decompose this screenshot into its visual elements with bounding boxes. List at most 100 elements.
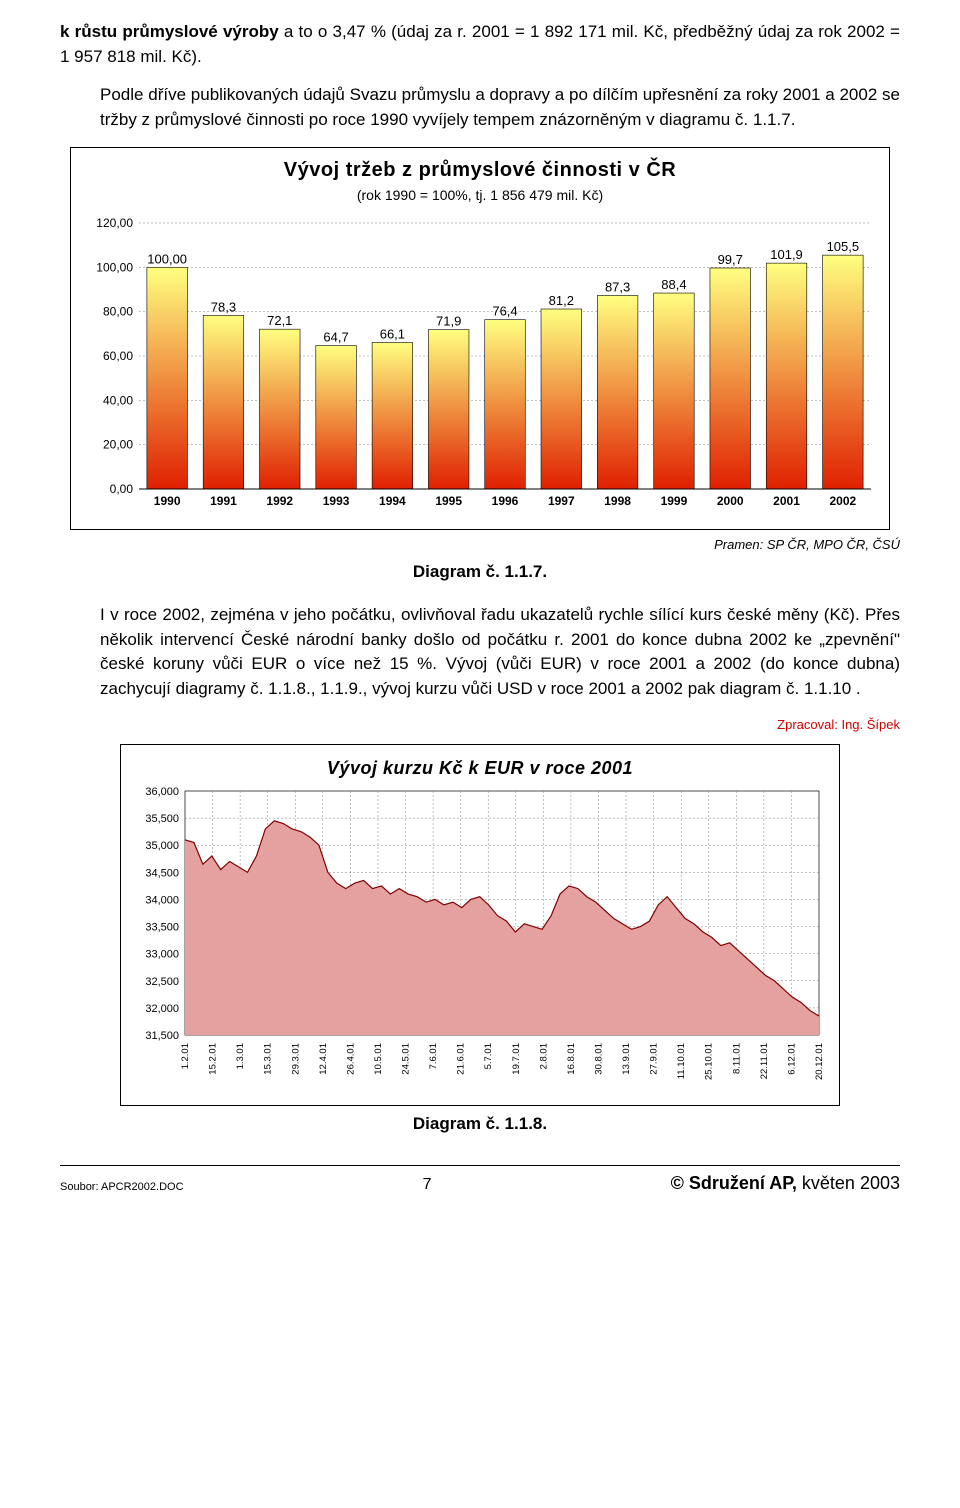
bar-chart-subtitle: (rok 1990 = 100%, tj. 1 856 479 mil. Kč) [81,185,879,205]
line-chart-plot: 31,500 32,000 32,500 33,000 33,500 34,000 34,5… [133,781,827,1099]
svg-text:1990: 1990 [154,494,181,508]
footer-right-rest: květen 2003 [797,1173,900,1193]
bar-chart-plot: 0,0020,0040,0060,0080,00100,00120,00100,… [81,213,879,521]
svg-text:13.9.01: 13.9.01 [621,1043,632,1075]
svg-text:19.7.01: 19.7.01 [511,1043,522,1075]
svg-text:100,00: 100,00 [96,260,133,274]
svg-text:0,00: 0,00 [110,482,134,496]
svg-text:15.3.01: 15.3.01 [263,1043,274,1075]
svg-text:2002: 2002 [829,494,856,508]
svg-text:2000: 2000 [717,494,744,508]
svg-text:15.2.01: 15.2.01 [208,1043,219,1075]
line-chart-title: Vývoj kurzu Kč k EUR v roce 2001 [133,755,827,781]
svg-text:35,000: 35,000 [145,841,179,853]
svg-text:78,3: 78,3 [211,299,236,314]
bar-1996 [485,320,526,489]
para-1: k růstu průmyslové výroby a to o 3,47 % … [60,20,900,69]
svg-text:99,7: 99,7 [718,252,743,267]
svg-text:1997: 1997 [548,494,575,508]
svg-text:10.5.01: 10.5.01 [373,1043,384,1075]
svg-text:2.8.01: 2.8.01 [538,1043,549,1069]
svg-text:1991: 1991 [210,494,237,508]
svg-text:24.5.01: 24.5.01 [401,1043,412,1075]
bar-chart-svg: 0,0020,0040,0060,0080,00100,00120,00100,… [81,213,881,513]
svg-text:29.3.01: 29.3.01 [290,1043,301,1075]
svg-text:31,500: 31,500 [145,1030,179,1042]
chart2-caption: Diagram č. 1.1.8. [60,1112,900,1137]
svg-text:12.4.01: 12.4.01 [318,1043,329,1075]
chart1-source: Pramen: SP ČR, MPO ČR, ČSÚ [60,536,900,555]
svg-text:33,000: 33,000 [145,949,179,961]
svg-text:25.10.01: 25.10.01 [704,1043,715,1080]
svg-text:30.8.01: 30.8.01 [593,1043,604,1075]
svg-text:32,500: 32,500 [145,976,179,988]
svg-text:80,00: 80,00 [103,305,133,319]
svg-text:35,500: 35,500 [145,814,179,826]
svg-text:7.6.01: 7.6.01 [428,1043,439,1069]
para-2: Podle dříve publikovaných údajů Svazu pr… [60,83,900,132]
svg-text:81,2: 81,2 [549,293,574,308]
svg-text:40,00: 40,00 [103,393,133,407]
svg-text:1999: 1999 [661,494,688,508]
svg-text:1993: 1993 [323,494,350,508]
footer-right-prefix: © [671,1173,689,1193]
svg-text:11.10.01: 11.10.01 [676,1043,687,1079]
svg-text:1995: 1995 [435,494,462,508]
svg-text:76,4: 76,4 [492,304,517,319]
line-chart-svg: 31,500 32,000 32,500 33,000 33,500 34,000 34,5… [133,781,829,1091]
footer-center: 7 [423,1173,432,1196]
svg-text:33,500: 33,500 [145,922,179,934]
bar-1991 [203,315,244,489]
svg-text:22.11.01: 22.11.01 [759,1043,770,1079]
svg-text:88,4: 88,4 [661,277,686,292]
svg-text:34,000: 34,000 [145,895,179,907]
svg-text:71,9: 71,9 [436,313,461,328]
footer-left: Soubor: APCR2002.DOC [60,1180,184,1196]
svg-text:60,00: 60,00 [103,349,133,363]
svg-text:26.4.01: 26.4.01 [345,1043,356,1075]
svg-text:21.6.01: 21.6.01 [456,1043,467,1075]
page-footer: Soubor: APCR2002.DOC 7 © Sdružení AP, kv… [60,1165,900,1196]
svg-text:64,7: 64,7 [323,329,348,344]
svg-text:5.7.01: 5.7.01 [483,1043,494,1069]
svg-text:16.8.01: 16.8.01 [566,1043,577,1075]
svg-text:1996: 1996 [492,494,519,508]
svg-text:8.11.01: 8.11.01 [731,1043,742,1074]
para-3: I v roce 2002, zejména v jeho počátku, o… [60,603,900,702]
svg-text:32,000: 32,000 [145,1003,179,1015]
svg-text:20,00: 20,00 [103,438,133,452]
svg-text:34,500: 34,500 [145,868,179,880]
line-chart-frame: Vývoj kurzu Kč k EUR v roce 2001 31,5003… [120,744,840,1106]
bar-1990 [147,267,188,489]
footer-right-bold: Sdružení AP, [689,1173,797,1193]
bar-chart-title: Vývoj tržeb z průmyslové činnosti v ČR [81,156,879,185]
svg-text:105,5: 105,5 [827,239,860,254]
svg-text:20.12.01: 20.12.01 [814,1043,825,1080]
svg-text:72,1: 72,1 [267,313,292,328]
bar-2002 [823,255,864,489]
svg-text:101,9: 101,9 [770,247,803,262]
svg-text:66,1: 66,1 [380,326,405,341]
svg-text:1998: 1998 [604,494,631,508]
svg-text:87,3: 87,3 [605,279,630,294]
svg-text:2001: 2001 [773,494,800,508]
svg-text:1992: 1992 [266,494,293,508]
svg-text:1.2.01: 1.2.01 [180,1043,191,1069]
svg-text:6.12.01: 6.12.01 [786,1043,797,1075]
bar-1994 [372,342,413,489]
svg-text:27.9.01: 27.9.01 [649,1043,660,1075]
author-line: Zpracoval: Ing. Šípek [60,716,900,735]
svg-text:36,000: 36,000 [145,786,179,798]
svg-text:1.3.01: 1.3.01 [235,1043,246,1069]
bar-2000 [710,268,751,489]
chart1-caption: Diagram č. 1.1.7. [60,560,900,585]
para-1-lead: k růstu průmyslové výroby [60,22,279,41]
bar-1999 [654,293,695,489]
svg-text:1994: 1994 [379,494,406,508]
bar-1995 [428,329,469,488]
footer-right: © Sdružení AP, květen 2003 [671,1170,900,1196]
bar-1997 [541,309,582,489]
bar-1993 [316,345,357,488]
bar-2001 [766,263,807,489]
svg-text:100,00: 100,00 [147,251,187,266]
